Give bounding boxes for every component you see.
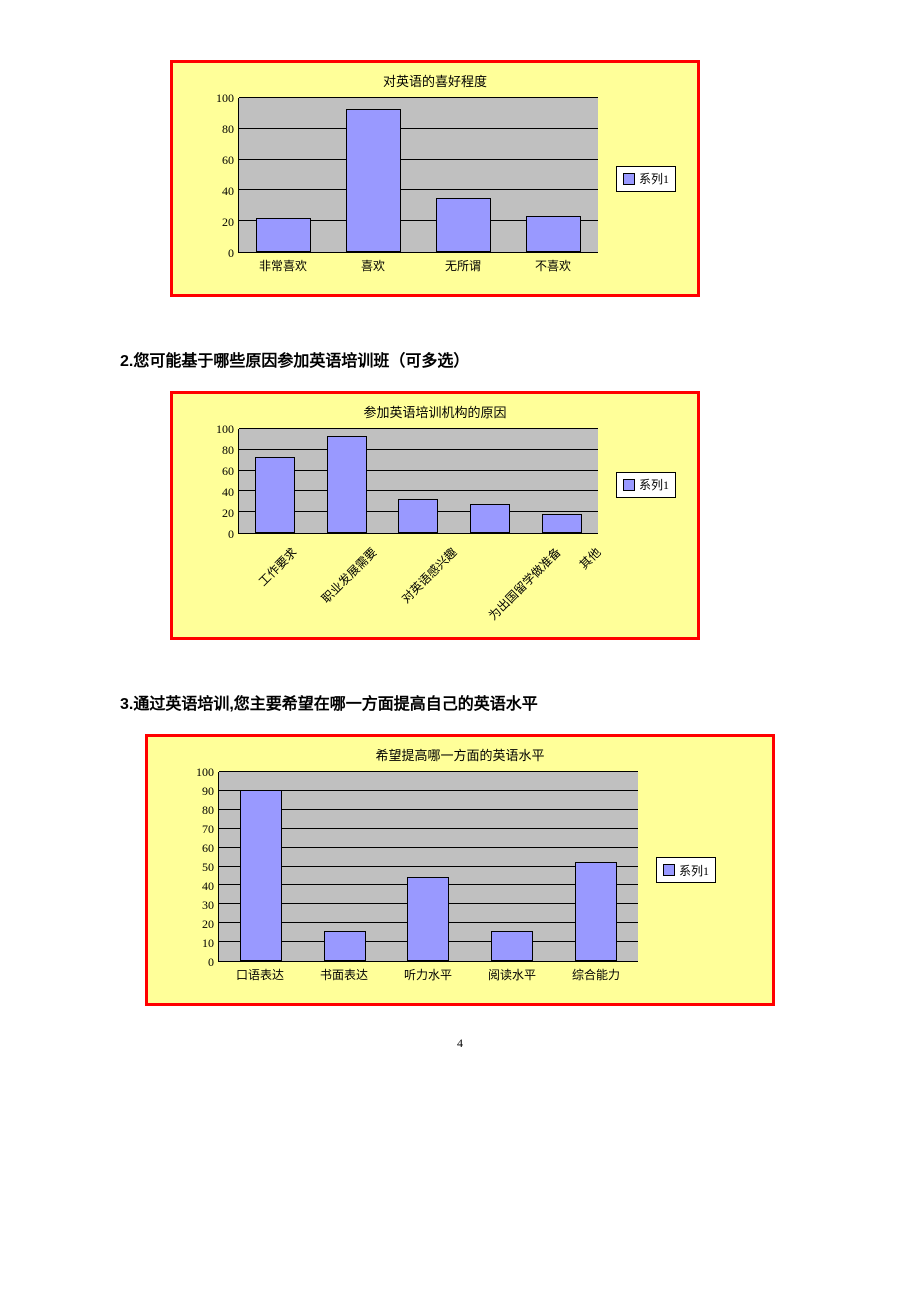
chart1-title: 对英语的喜好程度 — [173, 71, 697, 90]
question3-heading: 3.通过英语培训,您主要希望在哪一方面提高自己的英语水平 — [120, 690, 800, 714]
chart1-plot-area — [238, 98, 598, 253]
chart3-bar — [491, 931, 533, 961]
chart2-bar — [470, 504, 510, 533]
chart3-x-axis: 口语表达书面表达听力水平阅读水平综合能力 — [218, 966, 638, 983]
chart3-frame: 希望提高哪一方面的英语水平 1009080706050403020100口语表达书… — [145, 734, 775, 1006]
chart1-bar — [526, 216, 581, 252]
chart2-y-axis: 100806040200 — [198, 429, 238, 534]
chart1-x-label: 非常喜欢 — [238, 257, 328, 274]
chart2-bar — [255, 457, 295, 533]
chart2-bar — [327, 436, 367, 533]
chart2-bar — [542, 514, 582, 533]
chart3-y-axis: 1009080706050403020100 — [173, 772, 218, 962]
chart1-bar — [346, 109, 401, 252]
legend-label: 系列1 — [639, 170, 669, 187]
chart1-frame: 对英语的喜好程度 100806040200非常喜欢喜欢无所谓不喜欢 系列1 — [170, 60, 700, 297]
chart2-x-axis: 工作要求职业发展需要对英语感兴趣为出国留学做准备其他 — [238, 538, 598, 633]
chart1-y-axis: 100806040200 — [198, 98, 238, 253]
legend-label: 系列1 — [639, 476, 669, 493]
legend-label: 系列1 — [679, 862, 709, 879]
legend-swatch — [623, 479, 635, 491]
page-number: 4 — [120, 1036, 800, 1051]
chart1-x-axis: 非常喜欢喜欢无所谓不喜欢 — [238, 257, 598, 274]
chart2-plot-area — [238, 429, 598, 534]
chart3-legend: 系列1 — [656, 857, 716, 883]
chart2-frame: 参加英语培训机构的原因 100806040200工作要求职业发展需要对英语感兴趣为… — [170, 391, 700, 640]
question2-heading: 2.您可能基于哪些原因参加英语培训班（可多选） — [120, 347, 800, 371]
chart3-plot-area — [218, 772, 638, 962]
chart3-x-label: 口语表达 — [218, 966, 302, 983]
chart1-x-label: 喜欢 — [328, 257, 418, 274]
legend-swatch — [623, 173, 635, 185]
chart3-bar — [240, 790, 282, 961]
chart3-x-label: 阅读水平 — [470, 966, 554, 983]
chart2-bar — [398, 499, 438, 533]
legend-swatch — [663, 864, 675, 876]
chart1-legend: 系列1 — [616, 166, 676, 192]
chart3-x-label: 听力水平 — [386, 966, 470, 983]
chart3-title: 希望提高哪一方面的英语水平 — [148, 745, 772, 764]
chart3-x-label: 书面表达 — [302, 966, 386, 983]
chart1-bar — [436, 198, 491, 252]
chart1-bar — [256, 218, 311, 252]
chart1-x-label: 无所谓 — [418, 257, 508, 274]
chart1-x-label: 不喜欢 — [508, 257, 598, 274]
chart2-legend: 系列1 — [616, 472, 676, 498]
chart3-bar — [407, 877, 449, 961]
chart3-bar — [324, 931, 366, 961]
chart2-title: 参加英语培训机构的原因 — [173, 402, 697, 421]
chart3-bar — [575, 862, 617, 961]
chart3-x-label: 综合能力 — [554, 966, 638, 983]
